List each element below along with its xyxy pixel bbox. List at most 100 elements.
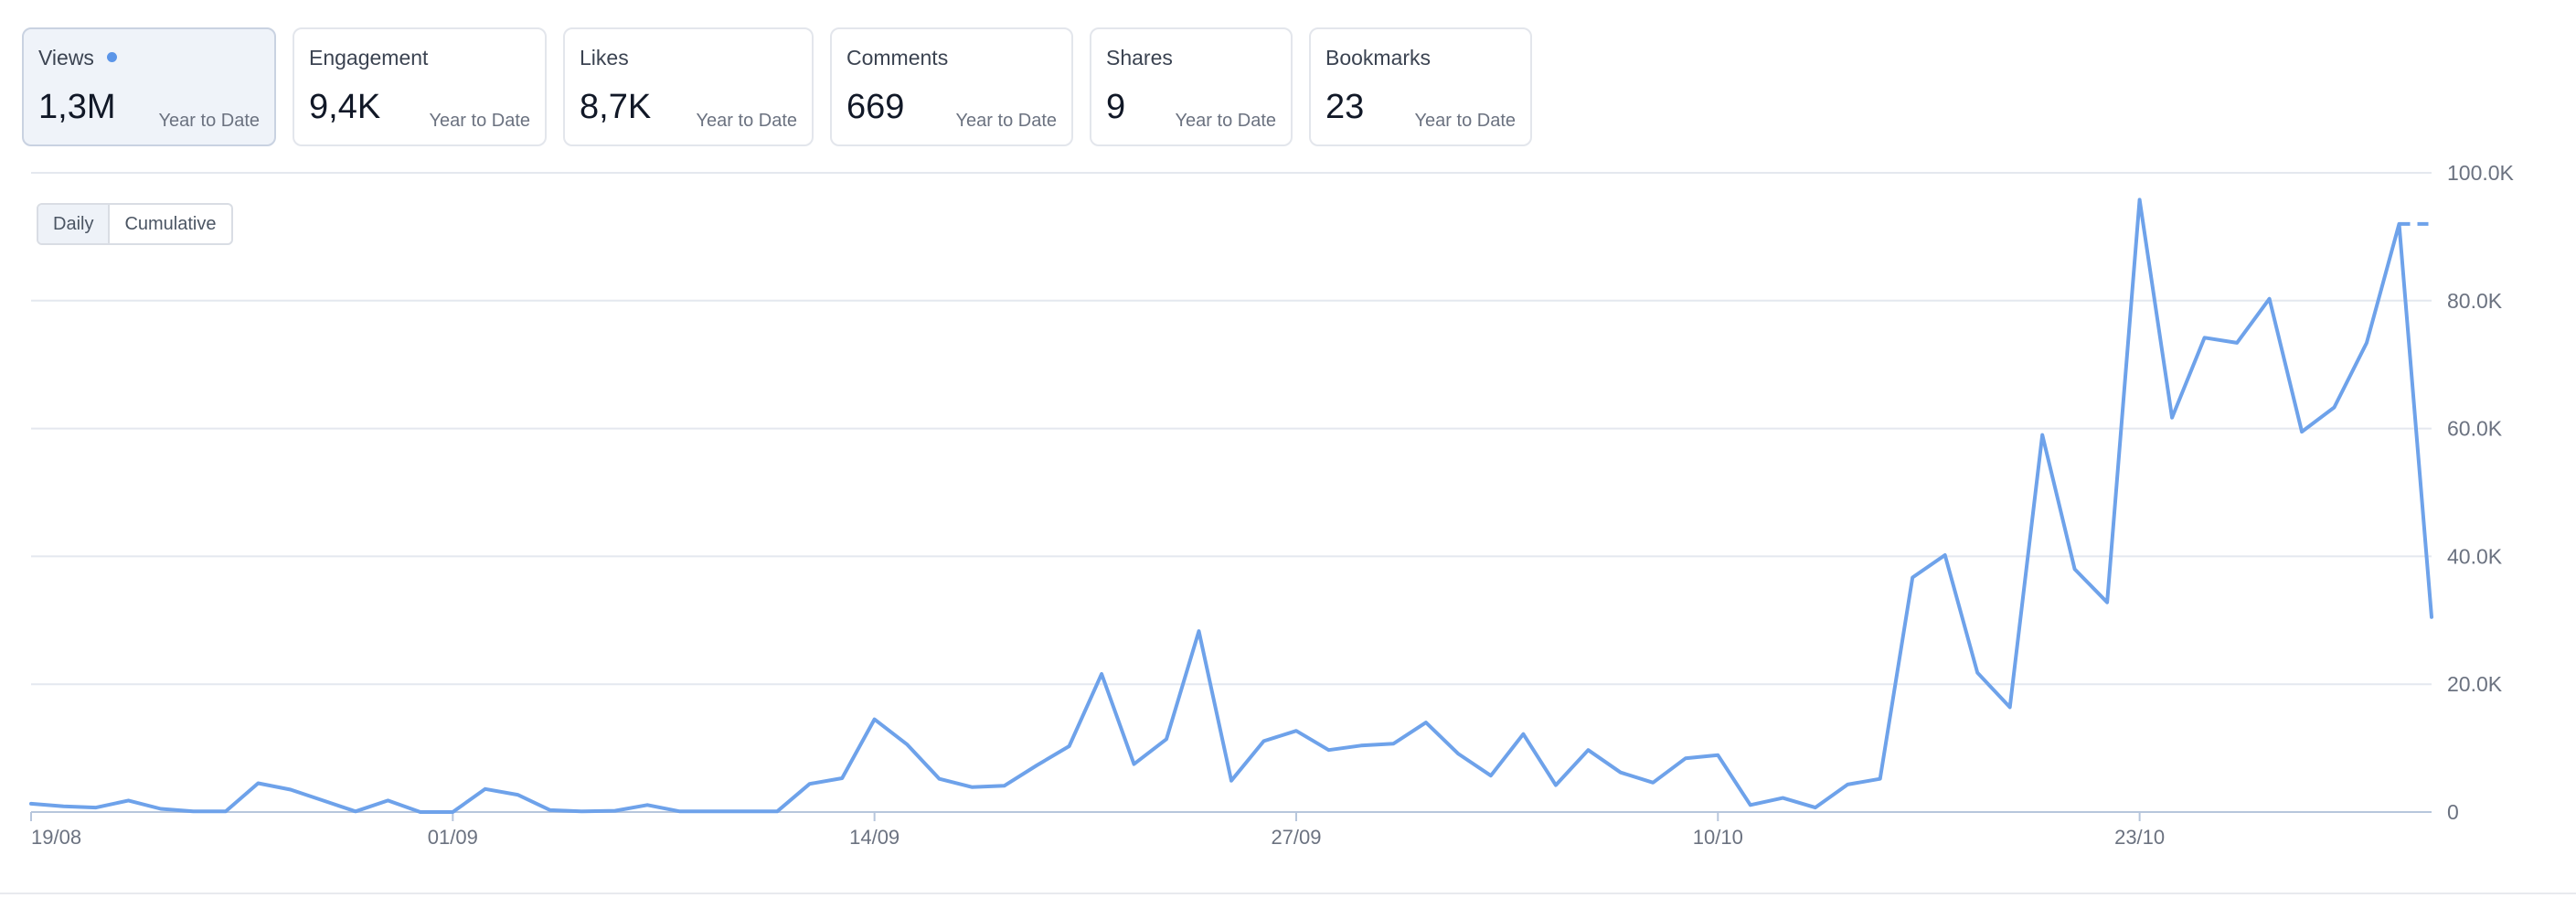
data-point — [678, 809, 682, 813]
data-point — [256, 782, 260, 786]
chart-mode-toggle: Daily Cumulative — [37, 203, 233, 245]
data-point — [159, 807, 163, 811]
metric-label: Engagement — [309, 46, 428, 70]
y-tick-label: 80.0K — [2447, 289, 2503, 313]
data-point — [2430, 615, 2433, 619]
data-point — [321, 798, 325, 802]
data-point — [1814, 806, 1817, 809]
data-point — [2138, 198, 2142, 201]
data-point — [1229, 779, 1233, 783]
metric-label: Likes — [580, 46, 629, 70]
y-tick-label: 60.0K — [2447, 417, 2503, 441]
data-point — [1003, 784, 1006, 787]
x-tick-label: 23/10 — [2114, 826, 2165, 849]
data-point — [451, 810, 454, 814]
data-point — [1846, 783, 1849, 786]
y-tick-label: 100.0K — [2447, 161, 2515, 185]
data-point — [2365, 341, 2368, 345]
data-point — [1619, 771, 1623, 775]
data-point — [2170, 416, 2174, 420]
y-tick-label: 20.0K — [2447, 672, 2503, 696]
data-point — [1456, 752, 1460, 755]
metric-period: Year to Date — [1414, 111, 1516, 131]
data-point — [2333, 406, 2336, 410]
data-point — [580, 809, 584, 813]
data-point — [1716, 754, 1719, 757]
metric-value: 1,3M — [38, 88, 116, 126]
metric-period: Year to Date — [696, 111, 797, 131]
data-point — [419, 810, 422, 814]
data-point — [126, 798, 130, 802]
data-point — [970, 786, 974, 789]
data-point — [94, 806, 98, 809]
series-dot-icon — [106, 52, 117, 62]
data-point — [1035, 764, 1038, 767]
metric-label-text: Comments — [846, 46, 949, 69]
metric-card-comments[interactable]: Comments 669 Year to Date — [830, 27, 1073, 146]
data-point — [1165, 737, 1168, 741]
data-point — [645, 803, 649, 807]
data-point — [1424, 721, 1428, 724]
metric-period: Year to Date — [429, 111, 530, 131]
data-point — [775, 809, 779, 813]
data-point — [1359, 743, 1363, 747]
data-point — [840, 776, 844, 780]
data-point — [1521, 732, 1525, 736]
data-point — [808, 782, 812, 786]
data-point — [873, 718, 877, 722]
data-point — [1391, 742, 1395, 745]
metric-label-text: Views — [38, 46, 94, 69]
metric-value: 23 — [1325, 88, 1365, 126]
x-tick-label: 10/10 — [1693, 826, 1743, 849]
x-tick-label: 19/08 — [31, 826, 81, 849]
x-tick-label: 27/09 — [1271, 826, 1321, 849]
data-point — [548, 808, 552, 812]
cumulative-toggle-button[interactable]: Cumulative — [124, 214, 217, 234]
daily-toggle-button[interactable]: Daily — [38, 205, 111, 243]
data-point — [2268, 297, 2272, 301]
metric-label-text: Likes — [580, 46, 629, 69]
metric-period: Year to Date — [158, 111, 260, 131]
data-point — [1100, 672, 1103, 676]
data-point — [743, 809, 747, 813]
data-point — [484, 787, 487, 791]
x-tick-label: 14/09 — [849, 826, 899, 849]
data-point — [1911, 575, 1914, 579]
data-point — [1943, 553, 1947, 557]
metric-card-engagement[interactable]: Engagement 9,4K Year to Date — [293, 27, 547, 146]
metric-label: Views — [38, 46, 117, 70]
metric-card-bookmarks[interactable]: Bookmarks 23 Year to Date — [1309, 27, 1532, 146]
data-point — [1294, 729, 1298, 732]
data-point — [905, 743, 909, 746]
data-point — [1879, 777, 1882, 781]
data-point — [61, 805, 65, 808]
metric-card-shares[interactable]: Shares 9 Year to Date — [1090, 27, 1293, 146]
metric-value: 669 — [846, 88, 905, 126]
data-point — [2235, 341, 2239, 345]
views-series-line — [29, 198, 2433, 814]
metric-label: Comments — [846, 46, 948, 70]
data-point — [1261, 739, 1265, 743]
metric-value: 8,7K — [580, 88, 652, 126]
metric-label-text: Shares — [1106, 46, 1173, 69]
data-point — [2300, 430, 2304, 433]
metric-label: Shares — [1106, 46, 1173, 70]
data-point — [1749, 803, 1752, 807]
bottom-divider — [0, 893, 2576, 894]
data-point — [354, 809, 357, 813]
x-tick-label: 01/09 — [428, 826, 478, 849]
data-point — [1781, 796, 1784, 800]
metric-card-likes[interactable]: Likes 8,7K Year to Date — [563, 27, 814, 146]
metric-card-views[interactable]: Views 1,3M Year to Date — [22, 27, 276, 146]
data-point — [1326, 748, 1330, 752]
metric-period: Year to Date — [955, 111, 1057, 131]
data-point — [1198, 629, 1201, 633]
data-point — [1068, 744, 1071, 748]
metric-value: 9,4K — [309, 88, 381, 126]
data-point — [710, 809, 714, 813]
y-tick-label: 0 — [2447, 800, 2459, 824]
data-point — [2040, 433, 2044, 437]
data-point — [1133, 763, 1136, 766]
data-point — [289, 788, 293, 792]
